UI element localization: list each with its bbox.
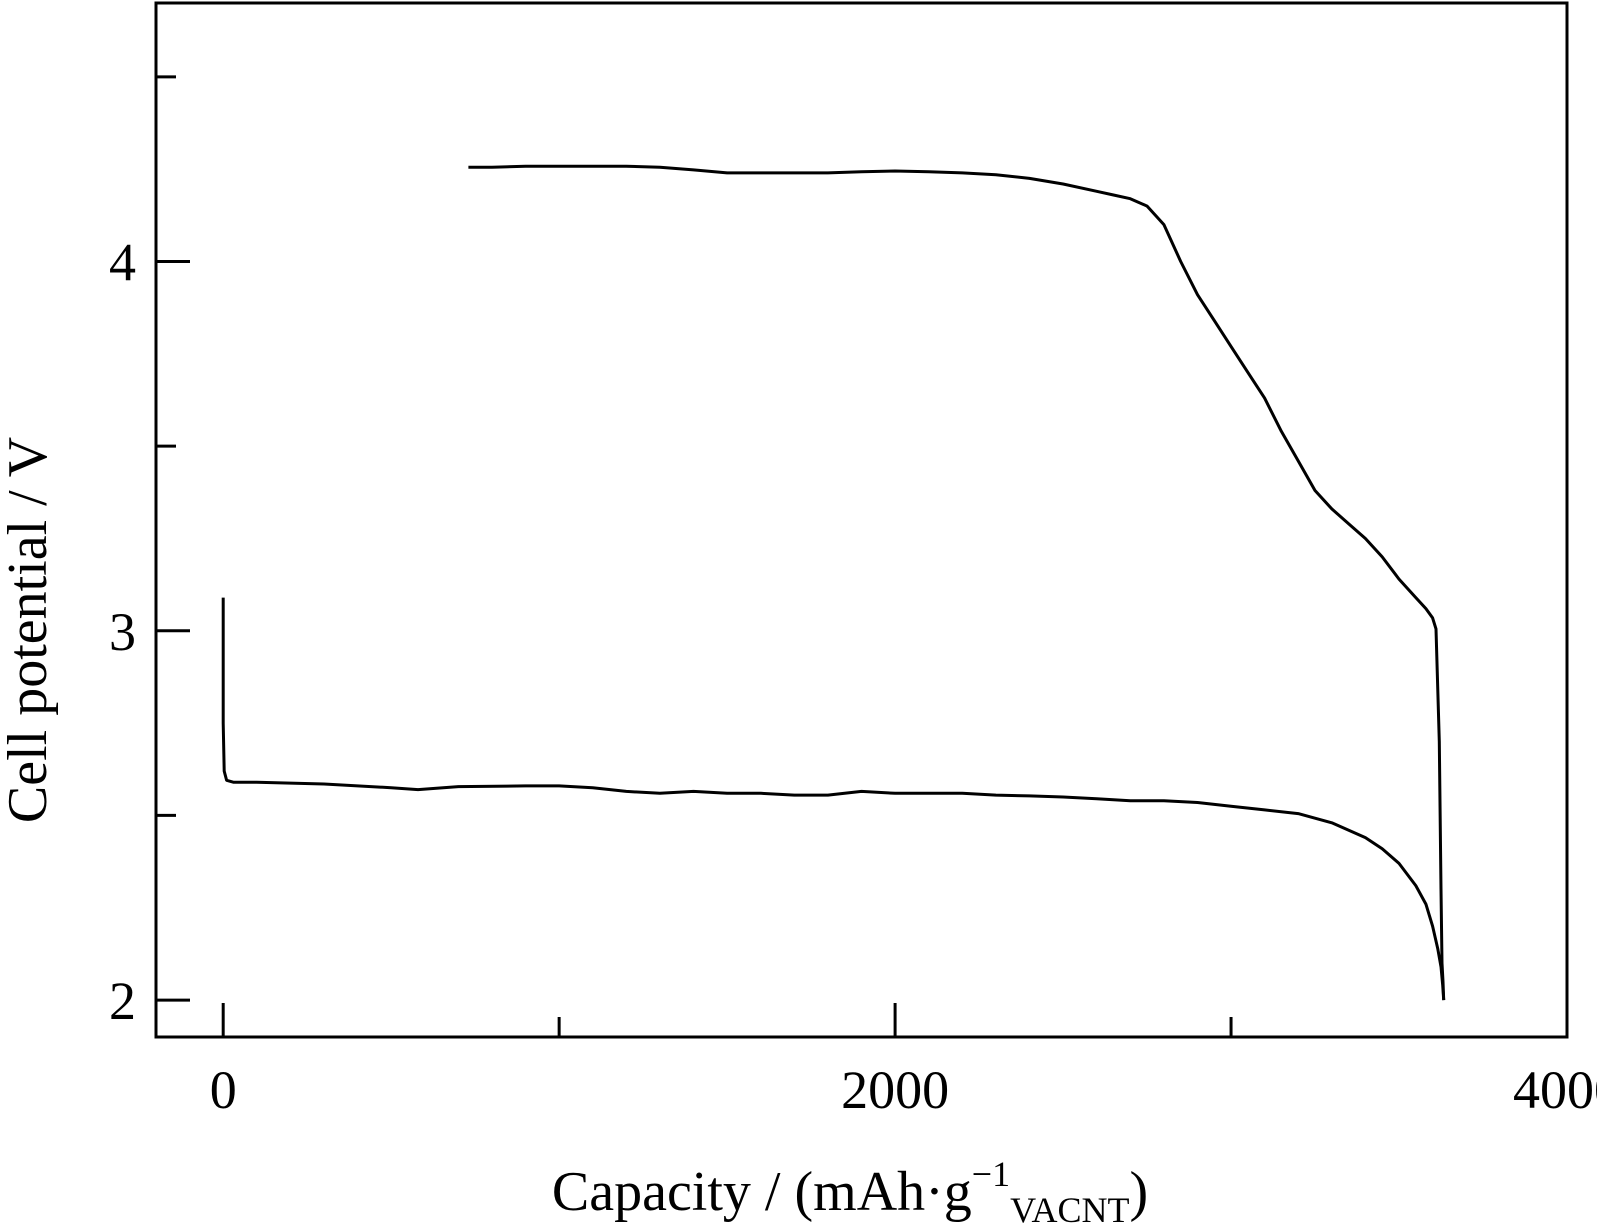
y-axis-label: Cell potential / V bbox=[0, 437, 59, 823]
y-tick-label: 4 bbox=[109, 233, 136, 293]
tick-labels: 0 2000 4000 2 3 4 bbox=[109, 233, 1597, 1121]
discharge-curve bbox=[221, 597, 1446, 1001]
charge-curve bbox=[468, 164, 1446, 1001]
x-axis-label-tail: ) bbox=[1129, 1161, 1148, 1223]
series-layer bbox=[221, 164, 1446, 1001]
y-tick-label: 3 bbox=[109, 602, 136, 662]
x-axis-label-subscript: VACNT bbox=[1010, 1190, 1129, 1227]
x-axis-label-superscript: −1 bbox=[972, 1154, 1010, 1194]
x-tick-label: 2000 bbox=[841, 1060, 949, 1120]
y-tick-label: 2 bbox=[109, 971, 136, 1031]
x-tick-label: 0 bbox=[210, 1060, 237, 1120]
x-axis-label-main: Capacity / (mAh·g bbox=[552, 1161, 972, 1223]
x-tick-label: 4000 bbox=[1513, 1060, 1597, 1120]
x-axis-label: Capacity / (mAh·g−1VACNT) bbox=[552, 1154, 1148, 1227]
plot-frame bbox=[154, 1, 1569, 1039]
tick-marks bbox=[156, 75, 1233, 1037]
